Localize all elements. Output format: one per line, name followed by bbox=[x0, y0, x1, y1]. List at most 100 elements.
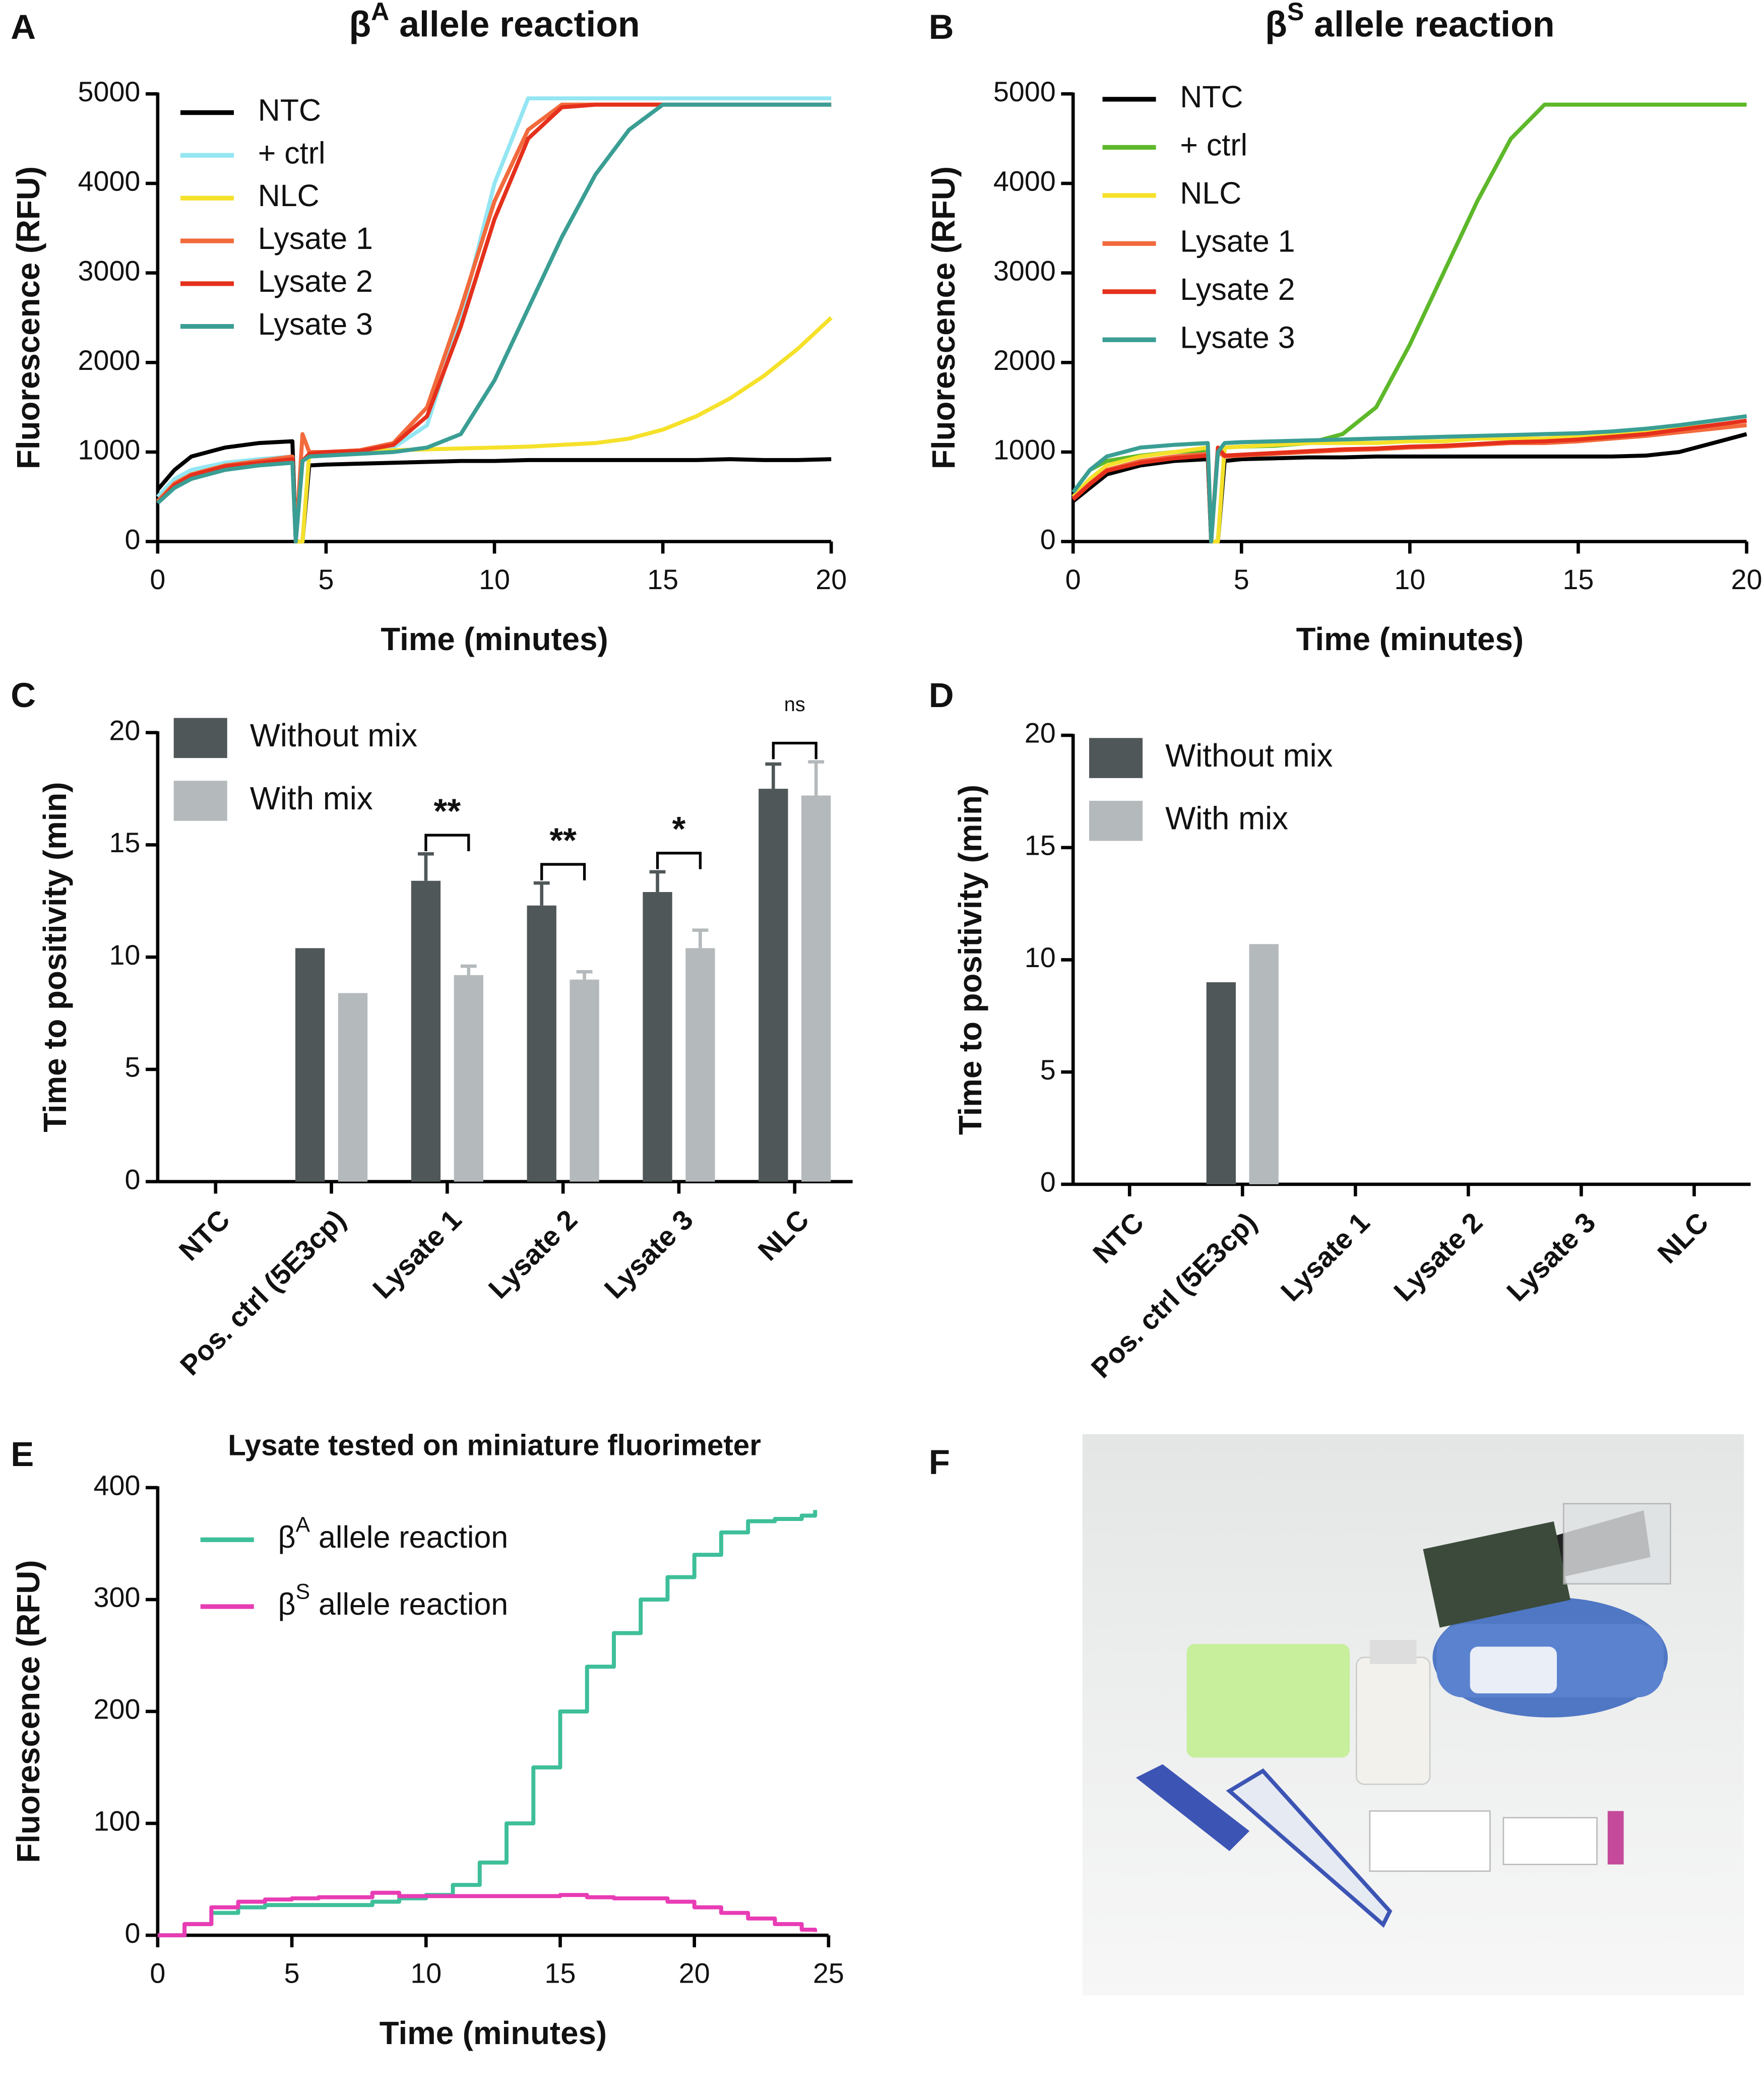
error-bar bbox=[808, 760, 825, 796]
y-axis-label: Fluorescence (RFU) bbox=[11, 166, 46, 469]
x-tick-label: 10 bbox=[410, 1957, 442, 1989]
y-tick-label: 2000 bbox=[78, 345, 141, 376]
series-line bbox=[1072, 418, 1747, 544]
y-axis-label: Time to positivity (min) bbox=[37, 782, 73, 1132]
series-line bbox=[1071, 102, 1747, 544]
x-tick-label: Lysate 1 bbox=[1275, 1206, 1375, 1307]
panel-label: C bbox=[11, 676, 36, 715]
significance-bracket bbox=[772, 741, 817, 759]
panel-label: D bbox=[929, 676, 954, 715]
series-line bbox=[156, 102, 832, 544]
x-tick-label: 10 bbox=[479, 564, 510, 595]
y-tick-label: 400 bbox=[94, 1470, 141, 1501]
y-tick-label: 3000 bbox=[993, 255, 1056, 286]
error-bar bbox=[418, 852, 434, 881]
x-tick-label: 0 bbox=[150, 564, 165, 595]
y-tick-label: 5 bbox=[1040, 1054, 1056, 1086]
error-bar bbox=[576, 970, 593, 980]
panel-label: F bbox=[929, 1443, 950, 1482]
error-bar bbox=[692, 928, 709, 948]
y-tick-label: 0 bbox=[124, 1918, 140, 1949]
x-tick-label: 5 bbox=[318, 564, 334, 595]
photo bbox=[1082, 1434, 1744, 1996]
legend-label: With mix bbox=[1165, 801, 1288, 837]
bar bbox=[295, 948, 325, 1182]
x-tick-label: Lysate 3 bbox=[598, 1204, 699, 1305]
y-tick-label: 0 bbox=[1040, 1167, 1056, 1198]
bar bbox=[759, 789, 788, 1182]
error-bar bbox=[649, 870, 666, 893]
chart-title: Lysate tested on miniature fluorimeter bbox=[228, 1429, 761, 1462]
y-axis-label: Time to positivity (min) bbox=[953, 785, 988, 1135]
y-tick-label: 1000 bbox=[78, 434, 141, 466]
legend-label: With mix bbox=[250, 781, 373, 816]
x-tick-label: NLC bbox=[752, 1204, 815, 1267]
x-axis-label: Time (minutes) bbox=[381, 621, 608, 657]
series-line bbox=[156, 316, 833, 544]
legend-swatch bbox=[173, 718, 227, 758]
significance-label: ** bbox=[549, 821, 577, 860]
y-tick-label: 20 bbox=[1025, 718, 1056, 749]
y-axis-label: Fluorescence (RFU) bbox=[11, 1560, 46, 1863]
y-axis-label: Fluorescence (RFU) bbox=[926, 166, 962, 469]
y-tick-label: 5000 bbox=[993, 76, 1056, 107]
legend-label: Lysate 1 bbox=[258, 221, 373, 256]
y-tick-label: 300 bbox=[94, 1582, 141, 1613]
x-tick-label: 5 bbox=[1234, 564, 1249, 595]
x-tick-label: 0 bbox=[150, 1957, 165, 1989]
x-axis-label: Time (minutes) bbox=[1296, 621, 1524, 657]
legend-label: Lysate 3 bbox=[258, 307, 373, 341]
significance-label: ** bbox=[434, 792, 461, 831]
legend-label: NTC bbox=[258, 93, 321, 128]
y-tick-label: 2000 bbox=[993, 345, 1056, 376]
x-tick-label: Lysate 2 bbox=[1388, 1206, 1489, 1307]
x-tick-label: Lysate 2 bbox=[482, 1204, 583, 1305]
legend-label: Lysate 2 bbox=[258, 264, 373, 298]
legend-label: Lysate 3 bbox=[1180, 320, 1295, 354]
legend-label: + ctrl bbox=[258, 136, 326, 170]
legend-swatch bbox=[173, 781, 227, 821]
y-tick-label: 15 bbox=[109, 827, 140, 858]
x-tick-label: 20 bbox=[815, 564, 847, 595]
bar bbox=[1249, 944, 1279, 1184]
legend-label: Without mix bbox=[1165, 738, 1333, 774]
y-tick-label: 0 bbox=[1040, 524, 1056, 555]
bar bbox=[454, 975, 483, 1182]
panel-label: E bbox=[11, 1435, 34, 1474]
error-bar bbox=[765, 762, 782, 789]
bar bbox=[527, 905, 556, 1182]
x-tick-label: NTC bbox=[1087, 1206, 1150, 1269]
significance-bracket bbox=[656, 852, 702, 869]
y-tick-label: 5 bbox=[124, 1052, 140, 1083]
legend-label: Without mix bbox=[250, 718, 418, 753]
x-tick-label: NLC bbox=[1652, 1206, 1715, 1269]
y-tick-label: 10 bbox=[1025, 942, 1056, 973]
error-bar bbox=[460, 964, 477, 975]
x-tick-label: 15 bbox=[1562, 564, 1594, 595]
chart-title: βS allele reaction bbox=[1265, 0, 1554, 45]
y-tick-label: 3000 bbox=[78, 255, 141, 286]
legend-label: βA allele reaction bbox=[278, 1513, 509, 1554]
x-axis-label: Time (minutes) bbox=[380, 2015, 607, 2051]
significance-label: ns bbox=[784, 693, 805, 716]
series-line bbox=[156, 439, 832, 544]
x-tick-label: Lysate 3 bbox=[1501, 1206, 1602, 1307]
y-tick-label: 0 bbox=[124, 524, 140, 555]
x-tick-label: 0 bbox=[1065, 564, 1081, 595]
bar bbox=[643, 892, 672, 1182]
bar bbox=[338, 993, 368, 1182]
panel-label: A bbox=[11, 8, 36, 46]
x-tick-label: 20 bbox=[1731, 564, 1762, 595]
x-tick-label: 10 bbox=[1394, 564, 1425, 595]
y-tick-label: 4000 bbox=[78, 166, 141, 197]
x-tick-label: 15 bbox=[545, 1957, 576, 1989]
x-tick-label: 20 bbox=[679, 1957, 710, 1989]
legend-label: + ctrl bbox=[1180, 128, 1247, 162]
legend-label: NLC bbox=[258, 178, 320, 213]
y-tick-label: 20 bbox=[109, 715, 140, 746]
y-tick-label: 10 bbox=[109, 939, 140, 971]
x-tick-label: 25 bbox=[813, 1957, 844, 1989]
series-line bbox=[1071, 414, 1747, 544]
